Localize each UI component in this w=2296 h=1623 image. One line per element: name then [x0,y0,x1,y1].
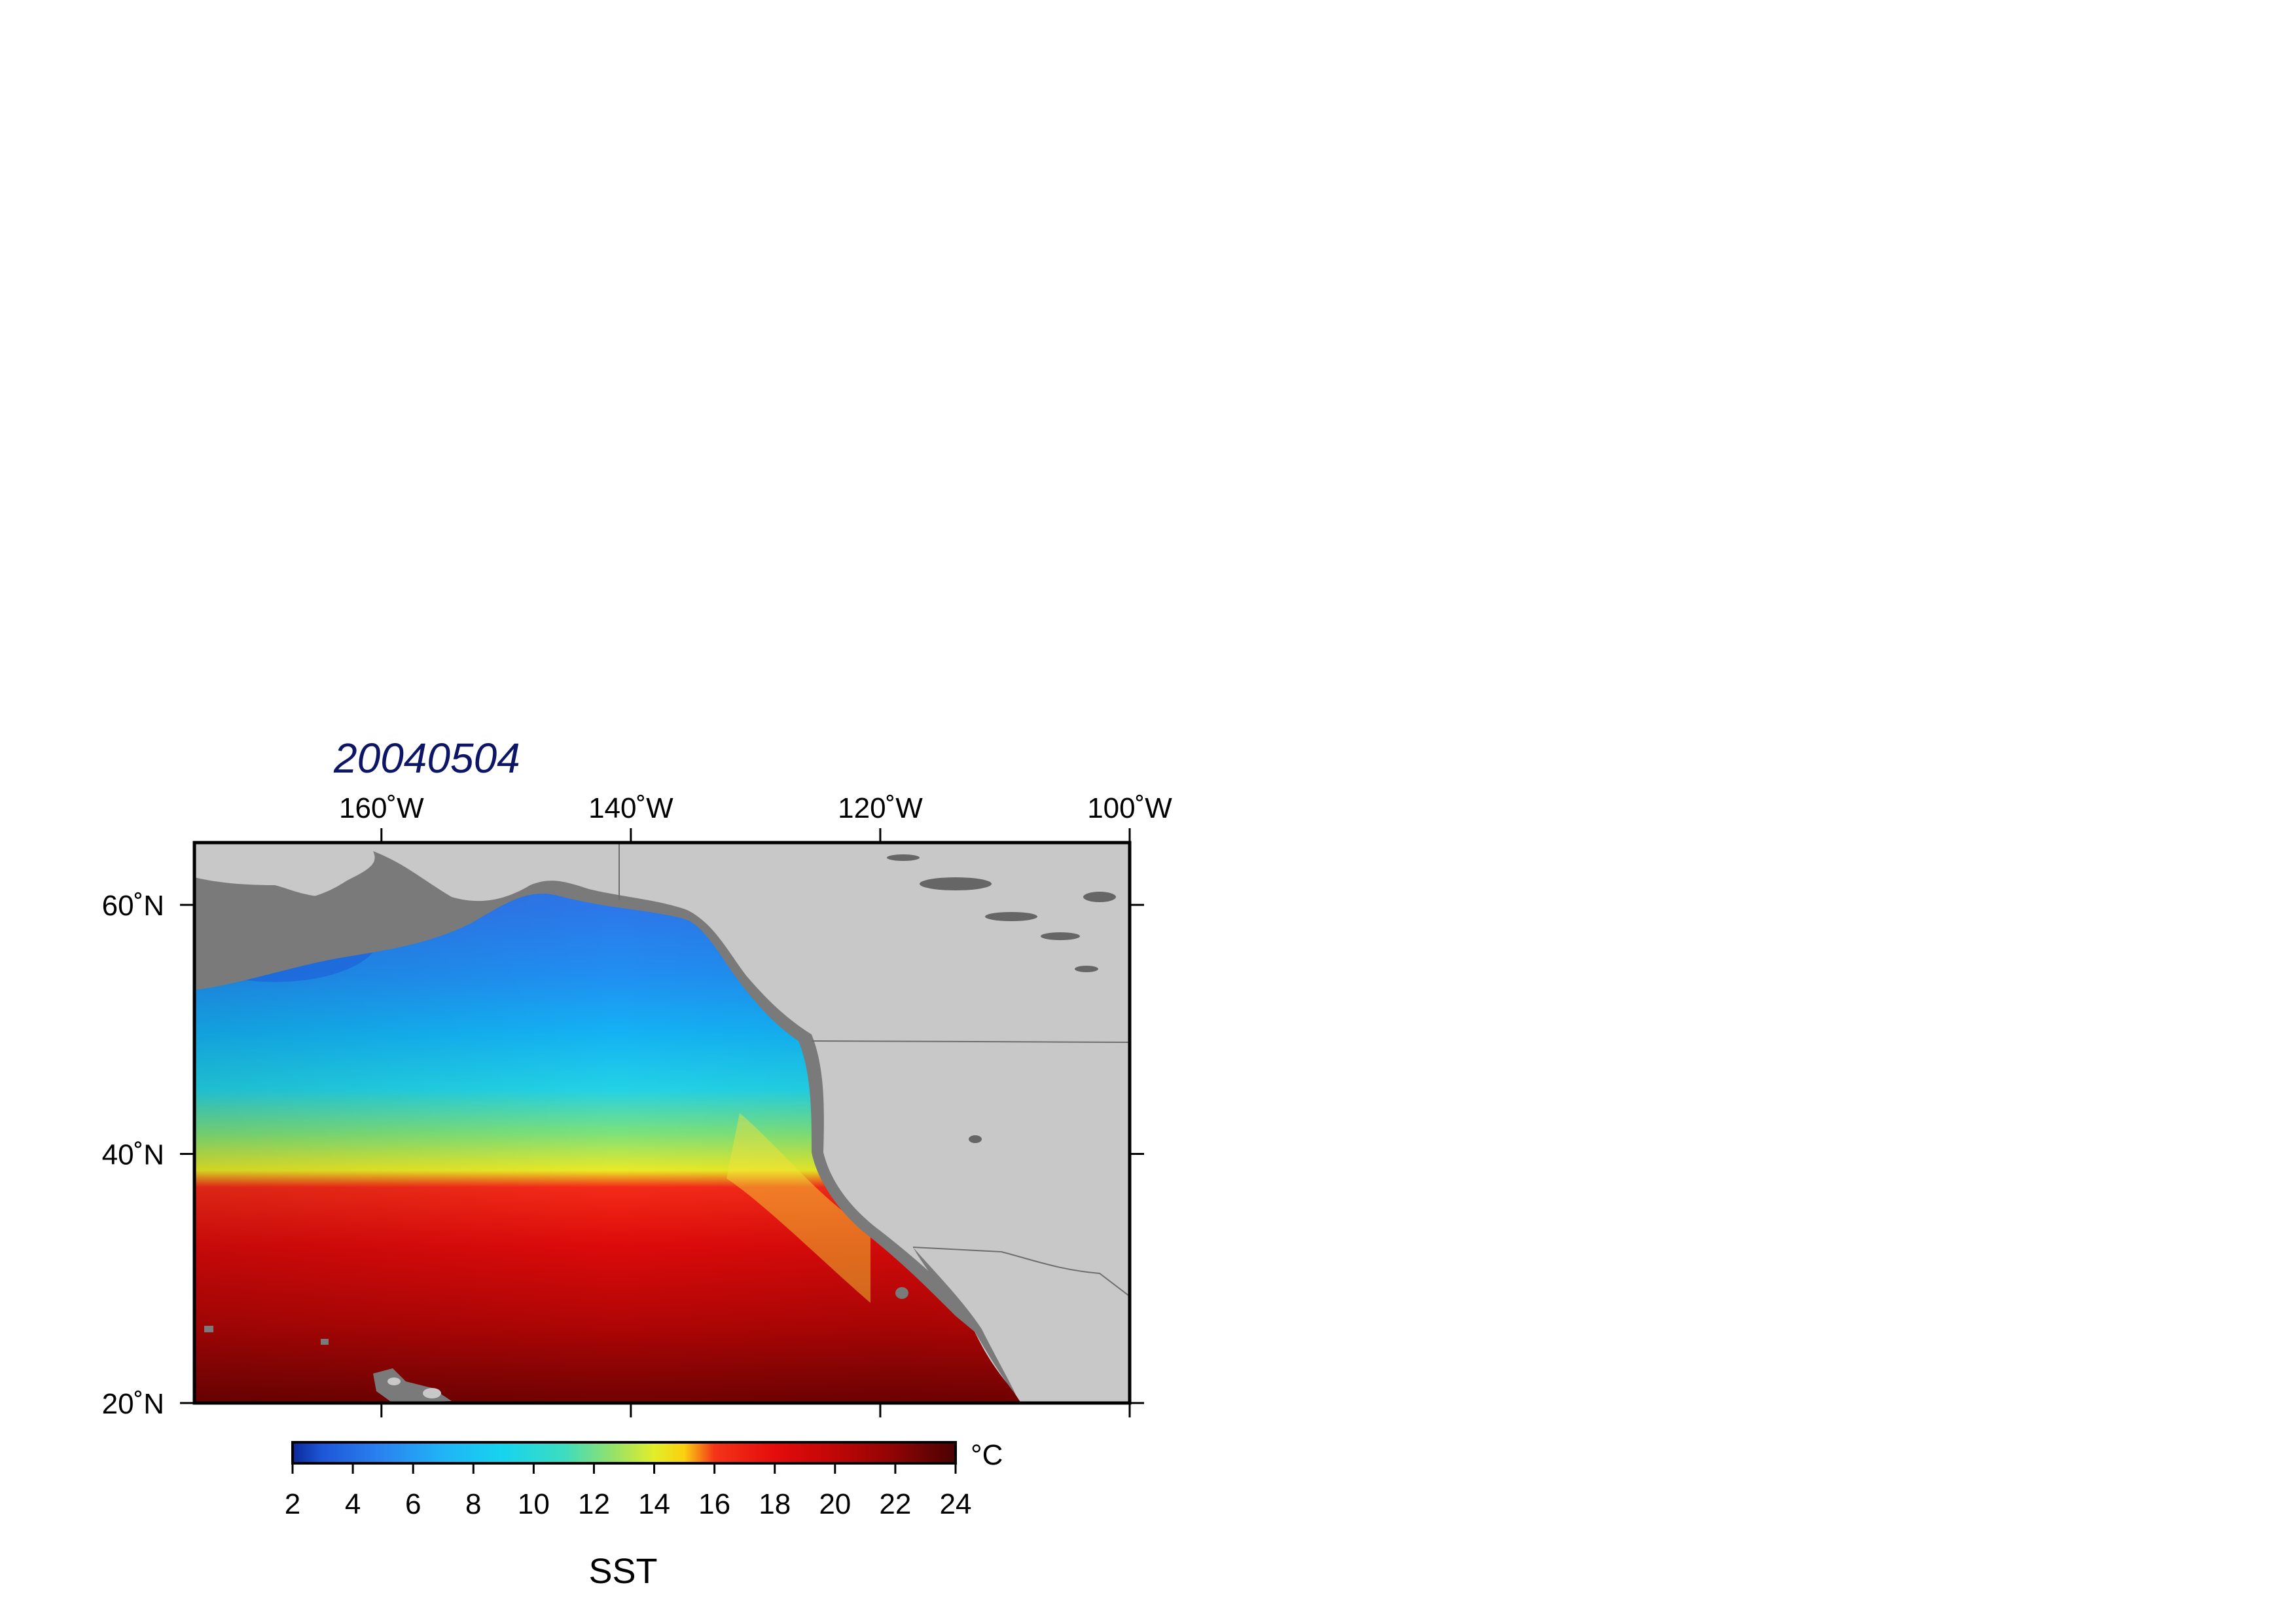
lon-tick-label: 140˚W [588,792,673,824]
hawaii-islands [204,1326,452,1403]
lon-tick-label: 160˚W [339,792,424,824]
colorbar-tick-label: 14 [638,1488,670,1520]
map-frame [192,841,1132,1405]
colorbar-tick-label: 18 [759,1488,791,1520]
colorbar-tick-label: 20 [819,1488,851,1520]
bering-sea-land [194,843,359,884]
colorbar-tick-label: 16 [698,1488,730,1520]
colorbar-tick-label: 4 [345,1488,361,1520]
longitude-axis: 160˚W 140˚W 120˚W 100˚W [339,792,1172,1417]
colorbar-tick-label: 2 [285,1488,300,1520]
bering-shelf [194,877,346,912]
map-area [194,843,1130,1403]
political-boundaries [619,843,1130,1297]
map-title: 20040504 [333,735,520,782]
colorbar-tick-label: 24 [940,1488,972,1520]
lat-tick-label: 20˚N [102,1388,164,1420]
colorbar-tick-label: 12 [578,1488,610,1520]
upwelling-tongue [726,1113,870,1303]
colorbar-tick-label: 22 [879,1488,911,1520]
inland-lakes [887,854,1116,1143]
lat-tick-label: 40˚N [102,1139,164,1171]
lon-tick-label: 100˚W [1087,792,1172,824]
colorbar-tick-label: 10 [518,1488,550,1520]
colorbar-ticks: 2 4 6 8 10 12 14 16 18 20 22 24 [285,1463,972,1520]
colorbar-unit: °C [971,1439,1003,1471]
lon-tick-label: 120˚W [838,792,923,824]
guadalupe-island [895,1287,908,1299]
lat-tick-label: 60˚N [102,890,164,922]
colorbar-tick-label: 8 [465,1488,481,1520]
colorbar [291,1441,957,1465]
latitude-axis: 60˚N 40˚N 20˚N [102,890,1144,1420]
colorbar-variable-label: SST [588,1552,657,1591]
north-america-land [194,843,1130,1403]
gulf-of-california [913,1247,1016,1395]
colorbar-tick-label: 6 [405,1488,421,1520]
